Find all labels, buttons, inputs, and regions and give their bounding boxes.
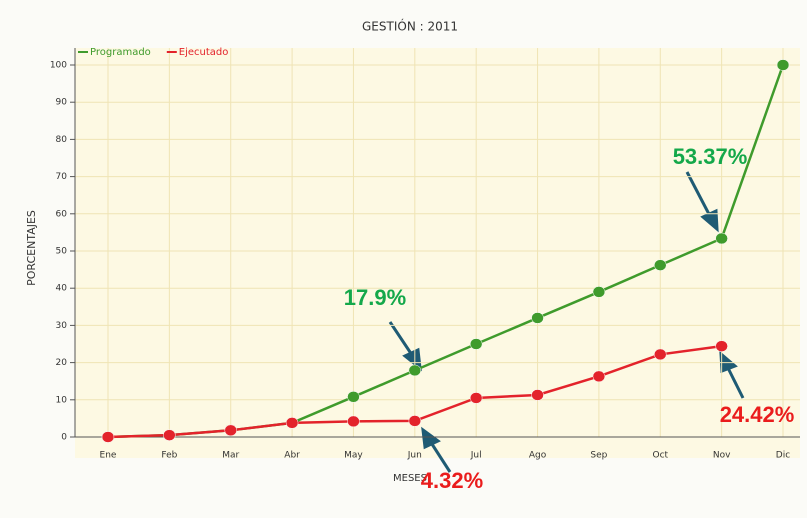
value-label: 17.9%: [344, 285, 406, 310]
y-tick-label: 40: [56, 284, 68, 294]
x-tick-label: Jun: [407, 451, 422, 461]
point: [654, 259, 667, 271]
point: [531, 389, 544, 401]
point: [347, 415, 360, 428]
y-tick-label: 30: [56, 321, 68, 331]
x-tick-label: Dic: [776, 451, 790, 461]
point: [592, 286, 606, 298]
x-tick-label: Ene: [100, 451, 117, 461]
x-tick-label: Sep: [590, 451, 607, 461]
value-label: 24.42%: [720, 402, 795, 427]
point: [531, 312, 544, 324]
point: [347, 391, 360, 403]
legend-label: Ejecutado: [179, 47, 229, 58]
y-tick-label: 90: [56, 98, 68, 108]
y-tick-label: 10: [56, 395, 68, 405]
point: [592, 370, 606, 383]
y-tick-label: 80: [56, 135, 68, 145]
y-tick-label: 50: [56, 247, 68, 257]
x-tick-label: Abr: [284, 451, 300, 461]
x-tick-label: Jul: [470, 451, 482, 461]
y-axis-label: PORCENTAJES: [25, 210, 38, 286]
arrow: [685, 171, 713, 219]
point: [469, 338, 483, 350]
value-label: 53.37%: [673, 144, 748, 169]
plot-area: [75, 48, 800, 458]
y-tick-label: 20: [56, 358, 68, 368]
x-tick-label: Mar: [222, 451, 239, 461]
point: [101, 431, 115, 443]
point: [408, 415, 422, 427]
x-tick-label: Ago: [529, 451, 547, 461]
arrow: [725, 365, 745, 399]
point: [715, 232, 728, 245]
x-axis-label: MESES: [393, 473, 427, 484]
point: [285, 417, 299, 429]
point: [715, 340, 728, 352]
x-tick-label: Oct: [652, 451, 668, 461]
value-label: 4.32%: [421, 468, 483, 493]
x-tick-label: May: [344, 451, 363, 461]
point: [654, 348, 667, 361]
arrow: [428, 440, 452, 473]
y-tick-label: 0: [61, 433, 67, 443]
point: [469, 392, 483, 404]
x-tick-label: Nov: [713, 451, 731, 461]
arrow-head: [421, 426, 441, 450]
y-tick-label: 70: [56, 172, 68, 182]
arrow-head: [402, 347, 422, 372]
point: [776, 59, 790, 71]
legend-label: Programado: [90, 47, 151, 58]
chart-title: GESTIÓN : 2011: [362, 19, 458, 34]
point: [224, 424, 237, 437]
point: [408, 364, 422, 377]
point: [163, 429, 176, 441]
arrow: [388, 321, 416, 359]
y-tick-label: 100: [50, 61, 67, 71]
y-tick-label: 60: [56, 209, 68, 219]
x-tick-label: Feb: [161, 451, 177, 461]
